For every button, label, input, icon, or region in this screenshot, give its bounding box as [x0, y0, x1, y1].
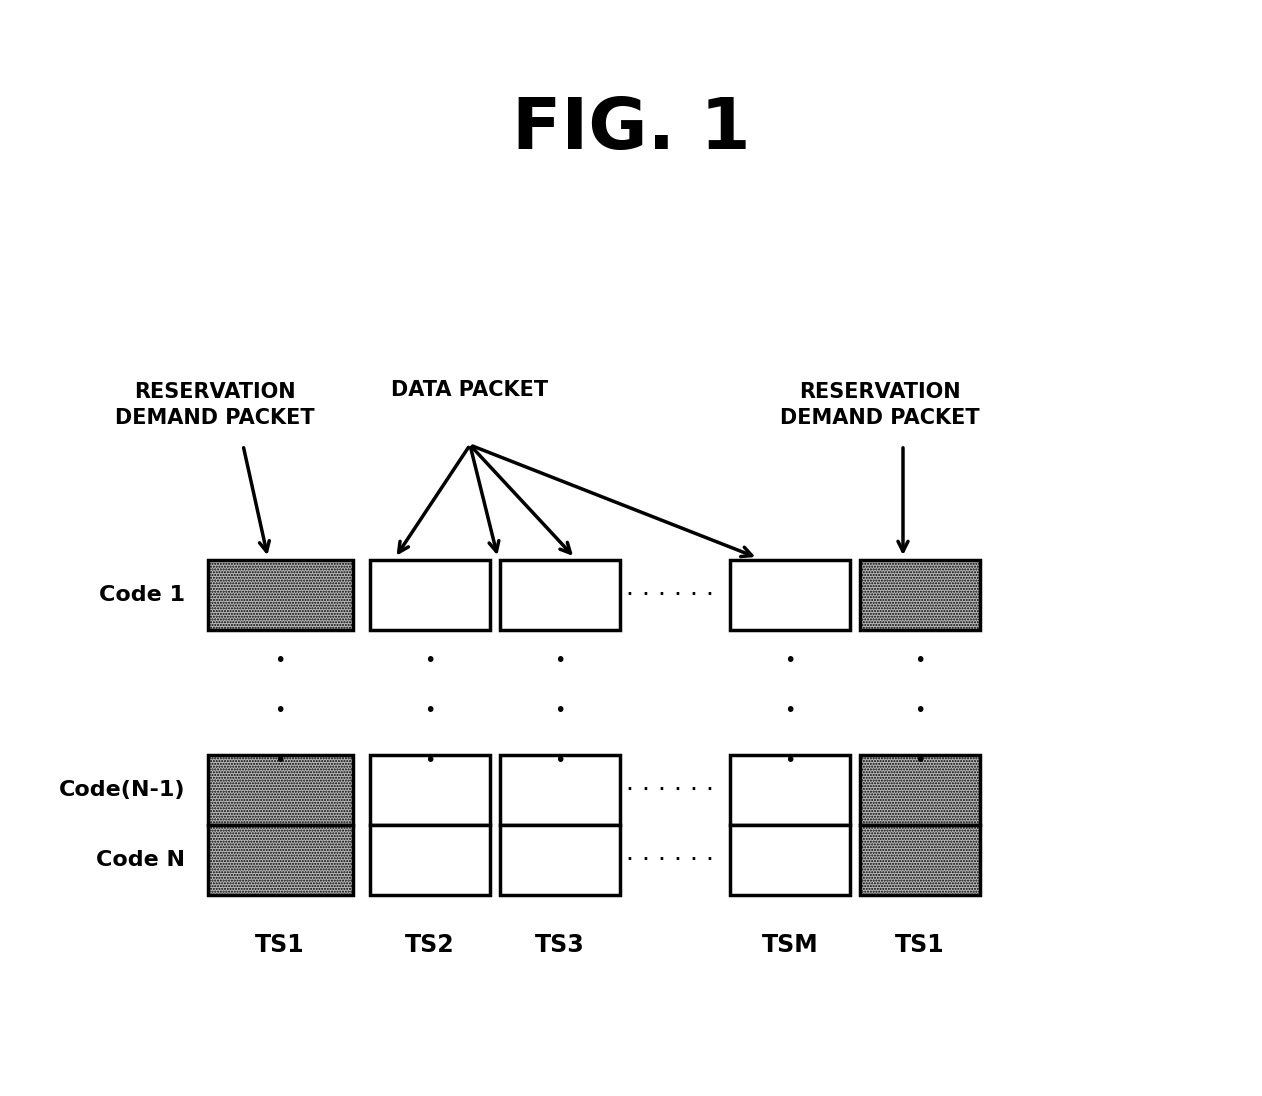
Text: RESERVATION
DEMAND PACKET: RESERVATION DEMAND PACKET: [780, 381, 979, 429]
Bar: [729, 755, 851, 825]
Text: •: •: [784, 651, 795, 670]
Text: Code N: Code N: [96, 850, 186, 870]
Text: TSM: TSM: [762, 933, 818, 957]
Text: •: •: [274, 751, 285, 769]
Text: · · · · · ·: · · · · · ·: [626, 583, 714, 607]
Bar: [500, 825, 620, 895]
Text: Code 1: Code 1: [98, 585, 186, 605]
Text: Code(N-1): Code(N-1): [58, 780, 186, 800]
Bar: [500, 560, 620, 630]
Bar: [370, 560, 490, 630]
Bar: [729, 560, 851, 630]
Bar: [207, 560, 352, 630]
Text: TS1: TS1: [895, 933, 945, 957]
Text: DATA PACKET: DATA PACKET: [391, 380, 549, 400]
Bar: [859, 825, 981, 895]
Bar: [370, 825, 490, 895]
Bar: [370, 755, 490, 825]
Text: •: •: [274, 700, 285, 719]
Bar: [207, 825, 352, 895]
Bar: [859, 755, 981, 825]
Text: •: •: [424, 751, 435, 769]
Text: •: •: [424, 700, 435, 719]
Text: •: •: [554, 700, 565, 719]
Text: · · · · · ·: · · · · · ·: [626, 848, 714, 872]
Text: •: •: [784, 700, 795, 719]
Text: •: •: [914, 700, 926, 719]
Text: •: •: [424, 651, 435, 670]
Text: •: •: [914, 751, 926, 769]
Bar: [207, 755, 352, 825]
Bar: [729, 825, 851, 895]
Text: •: •: [554, 751, 565, 769]
Text: •: •: [914, 651, 926, 670]
Text: •: •: [554, 651, 565, 670]
Text: •: •: [274, 651, 285, 670]
Text: TS3: TS3: [535, 933, 584, 957]
Text: •: •: [784, 751, 795, 769]
Text: FIG. 1: FIG. 1: [511, 95, 751, 164]
Text: TS1: TS1: [255, 933, 305, 957]
Bar: [500, 755, 620, 825]
Text: · · · · · ·: · · · · · ·: [626, 778, 714, 802]
Text: RESERVATION
DEMAND PACKET: RESERVATION DEMAND PACKET: [115, 381, 314, 429]
Bar: [859, 560, 981, 630]
Text: TS2: TS2: [405, 933, 454, 957]
